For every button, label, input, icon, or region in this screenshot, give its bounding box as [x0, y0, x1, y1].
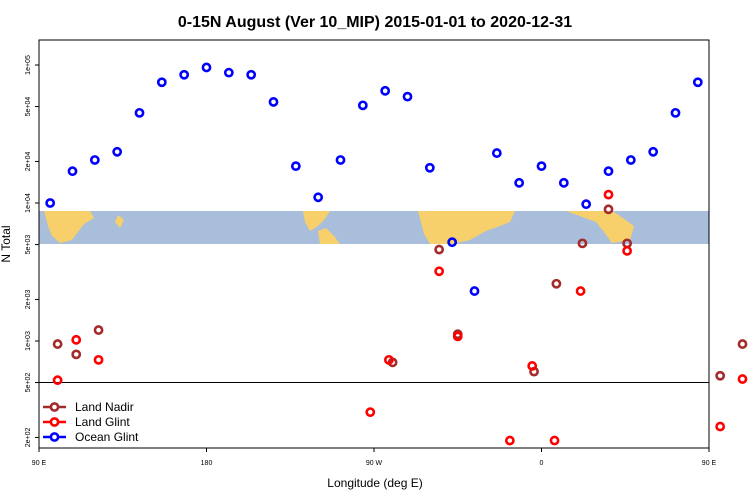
- ocean-glint-point: [290, 161, 301, 172]
- land-glint-point: [452, 331, 463, 342]
- ocean-glint-point: [447, 237, 458, 248]
- land-glint-point: [383, 354, 394, 365]
- land-nadir-point: [577, 238, 588, 249]
- world-map-strip: [39, 211, 709, 244]
- ocean-glint-point: [380, 85, 391, 96]
- ocean-glint-point: [112, 146, 123, 157]
- land-africa: [418, 211, 515, 244]
- ocean-glint-point: [357, 100, 368, 111]
- ocean-glint-point: [223, 67, 234, 78]
- land-south-america: [318, 228, 340, 244]
- ocean-glint-point: [246, 69, 257, 80]
- x-tick-label: 90 E: [32, 460, 47, 467]
- ocean-glint-point: [89, 155, 100, 165]
- ocean-glint-point: [313, 192, 324, 203]
- land-india-asia: [566, 211, 634, 243]
- ocean-glint-point: [514, 177, 525, 188]
- ocean-glint-point: [67, 166, 78, 177]
- land-nadir-point: [71, 349, 82, 360]
- ocean-glint-point: [201, 62, 212, 73]
- y-tick-label: 2e+03: [25, 290, 32, 310]
- land-glint-point: [603, 189, 614, 200]
- land-glint-point: [504, 435, 515, 446]
- y-tick-label: 2e+04: [25, 152, 32, 172]
- legend-label-land-nadir: Land Nadir: [75, 400, 134, 414]
- land-glint-point: [52, 375, 63, 386]
- land-nadir-point: [551, 278, 562, 289]
- land-glint-point: [527, 361, 538, 371]
- y-tick-label: 2e+02: [25, 428, 32, 448]
- land-nadir-point: [93, 325, 104, 335]
- legend-marker-land-nadir: [49, 402, 60, 412]
- land-glint-point: [622, 245, 633, 256]
- ocean-glint-point: [558, 177, 569, 188]
- x-tick-label: 180: [201, 460, 213, 467]
- chart-title: 0-15N August (Ver 10_MIP) 2015-01-01 to …: [178, 14, 572, 31]
- ocean-glint-point: [491, 148, 502, 158]
- ocean-glint-point: [179, 69, 190, 80]
- land-asia-pacific: [44, 211, 94, 243]
- ocean-glint-point: [134, 107, 145, 118]
- ocean-glint-point: [648, 146, 659, 157]
- ocean-glint-point: [424, 162, 435, 173]
- ocean-glint-point: [581, 199, 592, 210]
- x-tick-label: 90 E: [702, 460, 717, 467]
- land-nadir-point: [434, 244, 445, 255]
- land-glint-point: [365, 407, 376, 418]
- land-glint-point: [737, 374, 748, 384]
- y-axis-ticks: 2e+02 5e+02 1e+03 2e+03 5e+03 1e+04 2e+04 5e+04…: [25, 55, 39, 447]
- x-tick-label: 90 W: [366, 460, 383, 467]
- ocean-glint-point: [469, 286, 480, 296]
- data-points: [45, 62, 748, 446]
- x-axis-label: Longitude (deg E): [327, 476, 422, 490]
- ocean-glint-point: [45, 198, 56, 208]
- land-glint-point: [549, 435, 560, 446]
- land-arabia: [494, 211, 512, 218]
- land-glint-point: [434, 266, 445, 277]
- y-tick-label: 1e+05: [25, 55, 32, 75]
- legend-label-ocean-glint: Ocean Glint: [75, 430, 139, 444]
- land-nadir-point: [737, 339, 748, 349]
- x-tick-label: 0: [540, 460, 544, 467]
- y-tick-label: 1e+03: [25, 331, 32, 351]
- ocean-glint-point: [625, 155, 636, 165]
- legend-marker-land-glint: [49, 417, 60, 427]
- ocean-glint-point: [692, 77, 703, 88]
- ocean-glint-point: [268, 97, 279, 107]
- land-glint-point: [715, 421, 726, 432]
- y-tick-label: 5e+02: [25, 373, 32, 393]
- y-tick-label: 5e+03: [25, 235, 32, 255]
- ocean-glint-point: [536, 161, 547, 172]
- ocean-glint-point: [402, 91, 413, 102]
- ocean-glint-point: [156, 77, 167, 88]
- land-nadir-point: [603, 204, 614, 215]
- land-philippines: [115, 215, 124, 228]
- ocean-glint-point: [335, 155, 346, 165]
- y-tick-label: 5e+04: [25, 97, 32, 117]
- land-glint-point: [71, 334, 82, 345]
- land-glint-point: [575, 286, 586, 296]
- land-nadir-point: [715, 370, 726, 381]
- y-tick-label: 1e+04: [25, 193, 32, 213]
- y-axis-label: N Total: [0, 225, 13, 262]
- ocean-glint-point: [603, 166, 614, 177]
- land-central-america: [303, 211, 330, 231]
- ocean-glint-point: [670, 107, 681, 118]
- legend-marker-ocean-glint: [49, 432, 60, 442]
- legend-label-land-glint: Land Glint: [75, 415, 130, 429]
- land-nadir-point: [52, 339, 63, 349]
- land-glint-point: [93, 354, 104, 365]
